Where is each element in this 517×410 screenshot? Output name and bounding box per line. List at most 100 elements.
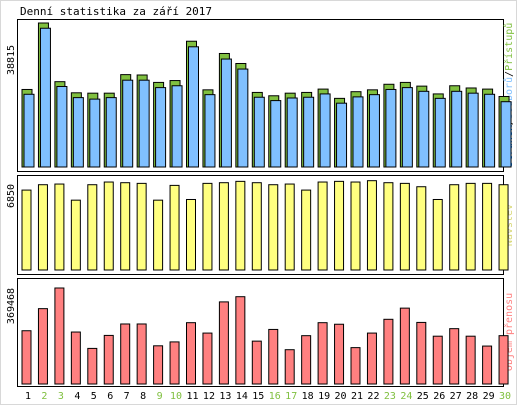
bar-visits-day-10: [169, 184, 180, 271]
legend-separator: /: [504, 71, 515, 77]
panel-hits-max-label: 38815: [6, 45, 17, 75]
panel-kbytes-bars: [21, 287, 509, 385]
day-label-9: 9: [157, 391, 163, 402]
bar-visits-day-26: [432, 198, 443, 271]
bar-kbytes-day-3: [54, 287, 65, 385]
bar-visits-day-13: [218, 182, 229, 271]
bar-visits-day-6: [103, 181, 114, 271]
bar-kbytes-day-7: [120, 323, 131, 385]
day-label-30: 30: [499, 391, 511, 402]
bar-files-day-8: [138, 79, 150, 168]
bar-kbytes-day-11: [186, 322, 196, 385]
bar-files-day-1: [23, 93, 35, 168]
bar-files-day-29: [484, 93, 496, 168]
bar-kbytes-day-4: [70, 331, 81, 385]
bar-kbytes-day-18: [301, 335, 312, 385]
day-label-10: 10: [170, 391, 182, 402]
bar-files-day-14: [237, 68, 249, 168]
day-label-15: 15: [252, 391, 264, 402]
day-label-16: 16: [269, 391, 281, 402]
bar-visits-day-18: [301, 189, 312, 271]
bar-visits-day-15: [251, 182, 262, 271]
bar-files-day-7: [122, 79, 134, 168]
bar-kbytes-day-21: [350, 347, 361, 385]
bar-visits-day-9: [153, 199, 164, 271]
bar-visits-day-30: [498, 184, 509, 271]
bar-visits-day-22: [366, 180, 377, 271]
bar-kbytes-day-14: [235, 296, 246, 385]
bar-kbytes-day-8: [136, 323, 147, 385]
bar-kbytes-day-17: [284, 349, 295, 385]
bar-files-day-11: [188, 46, 199, 168]
panel-visits-max-label: 6850: [6, 184, 17, 208]
day-label-5: 5: [91, 391, 97, 402]
bar-visits-day-20: [334, 180, 345, 271]
bar-files-day-13: [220, 58, 232, 168]
day-label-25: 25: [417, 391, 429, 402]
bar-visits-day-7: [120, 182, 131, 271]
day-label-27: 27: [450, 391, 462, 402]
bar-visits-day-27: [449, 184, 460, 271]
bar-visits-day-16: [268, 184, 279, 271]
bar-kbytes-day-1: [21, 330, 32, 385]
bar-visits-day-4: [70, 199, 81, 271]
bar-visits-day-29: [482, 182, 493, 271]
bar-visits-day-19: [317, 181, 328, 271]
bar-visits-day-12: [202, 182, 213, 271]
bar-kbytes-day-16: [268, 328, 279, 385]
bar-visits-day-1: [21, 189, 32, 271]
bar-kbytes-day-28: [465, 335, 476, 385]
bar-files-day-18: [303, 96, 315, 168]
day-label-18: 18: [302, 391, 314, 402]
bar-kbytes-day-12: [202, 332, 213, 385]
day-label-21: 21: [351, 391, 363, 402]
bar-visits-day-14: [235, 180, 246, 271]
day-label-7: 7: [124, 391, 130, 402]
bar-kbytes-day-24: [399, 307, 410, 385]
day-label-23: 23: [384, 391, 396, 402]
day-label-12: 12: [203, 391, 215, 402]
bar-visits-day-24: [399, 182, 410, 271]
day-label-3: 3: [58, 391, 64, 402]
day-label-28: 28: [466, 391, 478, 402]
day-label-14: 14: [236, 391, 248, 402]
bar-kbytes-day-23: [383, 318, 394, 385]
bar-files-day-15: [253, 96, 265, 168]
bar-visits-day-2: [37, 184, 48, 271]
bar-files-day-23: [385, 88, 397, 168]
day-label-4: 4: [74, 391, 80, 402]
day-label-29: 29: [483, 391, 495, 402]
panel-visits-bars: [21, 180, 509, 271]
bar-files-day-26: [434, 97, 446, 168]
bar-files-day-21: [352, 96, 364, 168]
bar-files-day-20: [336, 102, 348, 168]
bar-visits-day-8: [136, 182, 147, 271]
day-label-11: 11: [186, 391, 198, 402]
bar-files-day-22: [368, 94, 380, 168]
day-label-22: 22: [367, 391, 379, 402]
day-label-2: 2: [41, 391, 47, 402]
bar-visits-day-17: [284, 183, 295, 271]
bar-files-day-19: [319, 93, 331, 168]
day-label-1: 1: [25, 391, 31, 402]
bar-kbytes-day-29: [482, 345, 493, 385]
bar-files-day-25: [418, 90, 430, 168]
bar-kbytes-day-9: [153, 345, 164, 385]
bar-files-day-6: [105, 97, 117, 168]
bar-files-day-4: [72, 97, 84, 168]
bar-kbytes-day-19: [317, 322, 328, 385]
bar-kbytes-day-15: [251, 340, 262, 385]
bar-visits-day-5: [87, 184, 98, 271]
bar-files-day-2: [39, 27, 51, 168]
bar-kbytes-day-20: [334, 323, 345, 385]
bar-files-day-9: [155, 87, 167, 168]
bar-visits-day-28: [465, 182, 476, 271]
x-axis-day-labels: 1 2 3 4 5 6 7 8 9 10 11 12 13 14 15 16 17 18 19 20 21 22 23 24 2…: [25, 391, 511, 402]
bar-kbytes-day-26: [432, 335, 443, 385]
bar-kbytes-day-10: [169, 341, 180, 385]
bar-visits-day-11: [186, 198, 196, 271]
bar-visits-day-21: [350, 181, 361, 271]
bar-kbytes-day-5: [87, 347, 98, 385]
